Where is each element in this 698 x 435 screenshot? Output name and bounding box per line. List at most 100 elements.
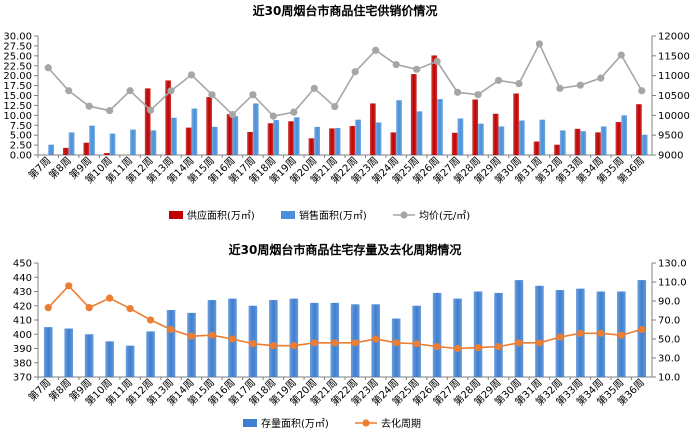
bar-0-11 xyxy=(269,300,278,377)
bar-1-28 xyxy=(621,115,628,155)
bar-0-6 xyxy=(165,80,172,155)
y-right-tick-label: 12000 xyxy=(658,32,690,43)
y-left-tick-label: 5.00 xyxy=(10,131,32,142)
bar-0-23 xyxy=(514,280,524,377)
y-left-tick-label: 430 xyxy=(13,287,32,298)
y-left-tick-label: 7.50 xyxy=(10,121,32,132)
line-point-1-26 xyxy=(576,329,584,337)
bar-0-2 xyxy=(83,142,90,155)
bar-0-21 xyxy=(473,291,483,377)
y-right-tick-label: 10.0 xyxy=(658,373,680,384)
bar-0-8 xyxy=(206,97,212,155)
line-point-1-16 xyxy=(372,335,380,343)
legend-swatch xyxy=(243,419,257,427)
bar-0-6 xyxy=(166,310,176,377)
bar-0-3 xyxy=(103,153,110,155)
line-point-1-13 xyxy=(310,339,318,347)
bar-1-17 xyxy=(396,100,402,155)
line-point-1-4 xyxy=(126,305,134,313)
inventory-destock-svg: 近30周烟台市商品住宅存量及去化周期情况 370 380 390 400 410 420 43… xyxy=(13,242,687,430)
bar-1-23 xyxy=(518,120,525,155)
y-left-tick-label: 17.50 xyxy=(3,81,32,92)
y-left-tick-label: 20.00 xyxy=(3,71,32,82)
y-right-tick-label: 9000 xyxy=(658,151,683,162)
line-point-1-3 xyxy=(106,294,114,302)
line-point-1-2 xyxy=(85,304,93,312)
y-left-tick-label: 400 xyxy=(13,330,32,341)
bar-0-10 xyxy=(247,131,253,155)
y-left-tick-label: 410 xyxy=(13,316,32,327)
y-right-tick-label: 50.0 xyxy=(658,335,680,346)
line-point-2-5 xyxy=(146,106,155,114)
line-point-1-21 xyxy=(474,343,482,352)
bar-1-15 xyxy=(355,119,361,155)
line-point-2-1 xyxy=(65,87,73,95)
y-left-tick-label: 15.00 xyxy=(3,91,32,102)
legend-label: 销售面积(万㎡) xyxy=(299,209,367,222)
line-point-1-28 xyxy=(617,331,625,339)
bar-1-11 xyxy=(273,120,280,155)
bar-0-15 xyxy=(349,126,356,155)
y-left-tick-label: 440 xyxy=(13,273,32,284)
y-left-tick-label: 27.50 xyxy=(3,41,32,52)
line-point-2-4 xyxy=(126,87,134,95)
line-point-1-22 xyxy=(494,343,503,351)
line-point-1-25 xyxy=(556,333,564,341)
bar-0-0 xyxy=(43,327,53,377)
series-line-1 xyxy=(47,284,642,350)
bar-1-18 xyxy=(416,111,423,155)
bar-0-25 xyxy=(554,144,560,155)
bar-0-22 xyxy=(494,292,503,377)
bar-0-24 xyxy=(533,141,540,155)
bar-0-20 xyxy=(451,132,458,155)
y-left-tick-label: 380 xyxy=(13,358,32,369)
line-point-2-6 xyxy=(167,87,175,95)
y-right-tick-label: 10000 xyxy=(658,111,690,122)
bar-0-1 xyxy=(62,147,69,155)
legend-swatch xyxy=(169,211,183,219)
x-tick-label: 第8周 xyxy=(46,376,74,404)
line-point-2-2 xyxy=(85,102,93,110)
legend-swatch xyxy=(400,211,408,219)
y-right-tick-label: 70.0 xyxy=(658,316,680,327)
bar-0-2 xyxy=(84,334,94,377)
line-point-2-3 xyxy=(106,106,114,115)
line-point-2-17 xyxy=(392,60,400,69)
bar-1-13 xyxy=(314,126,321,155)
bar-1-26 xyxy=(580,131,587,155)
line-point-1-7 xyxy=(187,332,196,340)
bar-0-27 xyxy=(595,132,601,155)
inventory-destock-chart: 近30周烟台市商品住宅存量及去化周期情况 370 380 390 400 410 420 43… xyxy=(0,238,698,431)
y-left-tick-label: 12.50 xyxy=(3,101,32,112)
legend-label: 均价(元/㎡) xyxy=(419,210,470,222)
line-point-2-24 xyxy=(535,40,544,48)
bar-1-29 xyxy=(641,134,648,155)
y-left-tick-label: 22.50 xyxy=(3,61,32,72)
supply-sales-price-chart: 近30周烟台市商品住宅供销价情况 0.00 2.50 5.00 7.50 10.00 12.… xyxy=(3,3,690,222)
bar-0-5 xyxy=(144,88,151,155)
bar-0-26 xyxy=(574,128,581,155)
bar-0-12 xyxy=(288,121,294,155)
bar-1-1 xyxy=(68,132,75,155)
line-point-2-16 xyxy=(372,46,380,54)
line-point-1-23 xyxy=(515,339,523,347)
bar-1-19 xyxy=(437,99,443,155)
legend-swatch xyxy=(281,211,295,219)
bar-0-4 xyxy=(125,345,135,377)
line-point-2-14 xyxy=(331,103,339,111)
bar-1-27 xyxy=(600,126,607,155)
y-right-tick-label: 10500 xyxy=(658,91,690,102)
line-point-2-20 xyxy=(453,88,462,96)
bar-0-11 xyxy=(267,123,274,155)
bar-1-0 xyxy=(48,144,54,155)
line-point-2-18 xyxy=(413,65,421,73)
bar-0-7 xyxy=(187,312,196,377)
bar-0-29 xyxy=(636,104,642,155)
line-point-1-27 xyxy=(597,329,605,337)
line-point-2-19 xyxy=(433,57,441,65)
bar-0-17 xyxy=(391,318,401,377)
line-point-2-15 xyxy=(351,68,359,76)
line-point-1-19 xyxy=(433,343,441,351)
bar-1-16 xyxy=(375,122,382,155)
legend-label: 去化周期 xyxy=(381,417,421,430)
